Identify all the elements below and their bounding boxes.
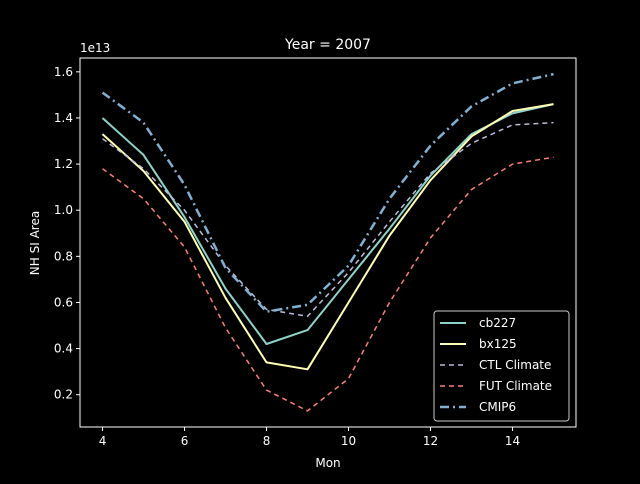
legend-label: CMIP6	[479, 400, 516, 414]
x-tick-label: 10	[341, 434, 356, 448]
y-tick-label: 0.6	[54, 295, 73, 309]
legend-label: FUT Climate	[479, 379, 552, 393]
legend: cb227 bx125 CTL Climate FUT Climate CMIP6	[433, 310, 570, 422]
y-tick-label: 1.0	[54, 203, 73, 217]
legend-box	[433, 310, 570, 422]
series-line-bx125	[101, 103, 554, 371]
x-tick-label: 12	[423, 434, 438, 448]
x-tick-label: 4	[99, 434, 107, 448]
legend-label: CTL Climate	[479, 358, 551, 372]
legend-label: cb227	[479, 316, 516, 330]
plot-area-frame	[79, 57, 577, 428]
x-tick-label: 8	[263, 434, 271, 448]
series-line-ctl-climate	[102, 121, 554, 318]
y-tick-label: 1.6	[54, 65, 73, 79]
y-tick-label: 1.2	[54, 157, 73, 171]
chart-title: Year = 2007	[284, 37, 371, 53]
y-axis-label: NH SI Area	[28, 211, 42, 275]
x-tick-label: 6	[181, 434, 189, 448]
y-tick-label: 1.4	[54, 111, 73, 125]
series-line-cmip6	[101, 72, 554, 313]
y-offset-text: 1e13	[80, 41, 110, 55]
x-axis-label: Mon	[315, 456, 340, 470]
y-tick-label: 0.4	[54, 342, 73, 356]
series-line-fut-climate	[102, 156, 554, 412]
y-tick-label: 0.8	[54, 249, 73, 263]
axis-ticks: 4 6 8 10 12 14 0.2 0.4 0.6 0.8 1.0 1.2 1.4 1.6	[54, 65, 520, 448]
series-line-cb227	[101, 103, 554, 345]
y-tick-label: 0.2	[54, 388, 73, 402]
series-lines	[101, 72, 554, 412]
legend-label: bx125	[479, 337, 517, 351]
x-tick-label: 14	[505, 434, 520, 448]
